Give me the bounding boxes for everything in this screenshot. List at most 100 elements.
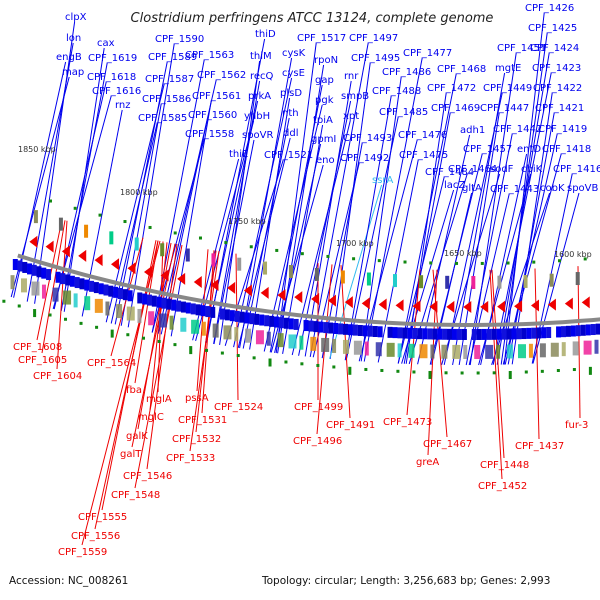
forward-gene (506, 328, 512, 340)
gene-label: CPF_1496 (293, 436, 342, 447)
gene-label: CPF_1442 (493, 124, 542, 135)
connector-line (503, 12, 545, 365)
feature-block (572, 341, 579, 356)
forward-gene (122, 289, 128, 301)
forward-gene (496, 328, 502, 340)
gene-label: CPF_1604 (33, 371, 82, 382)
marker (377, 259, 381, 263)
feature-block (10, 275, 15, 290)
forward-gene (12, 258, 18, 270)
forward-gene (55, 271, 61, 283)
marker (126, 333, 130, 337)
gene-label: CPF_1426 (525, 3, 574, 14)
position-ticks: 1850 kbp 1800 kbp 1750 kbp 1700 kbp 1650 kbp… (18, 145, 592, 259)
forward-gene (293, 318, 299, 330)
marker (300, 362, 304, 366)
gene-label: cax (97, 38, 115, 49)
reverse-gene (227, 281, 236, 294)
reverse-feature-block (109, 231, 114, 245)
marker (220, 351, 224, 355)
gene-label: CPF_1437 (515, 441, 564, 452)
forward-gene (417, 328, 423, 340)
marker (98, 213, 102, 217)
gene-label: adh1 (460, 125, 485, 136)
feature-block (41, 284, 46, 299)
gene-label: tpiA (313, 115, 333, 126)
connector-line (511, 92, 553, 365)
marker (460, 371, 464, 375)
forward-gene (556, 326, 562, 338)
gene-label: CPF_1451 (497, 43, 546, 54)
gene-label: CPF_1561 (192, 91, 241, 102)
connector-line (34, 21, 76, 304)
feature-block (321, 337, 330, 352)
gene-label: CPF_1457 (463, 144, 512, 155)
marker (268, 358, 272, 367)
reverse-gene (581, 296, 590, 309)
tick-label: 1650 kbp (444, 249, 482, 258)
forward-gene (377, 326, 383, 338)
forward-gene (481, 328, 487, 340)
reverse-gene (144, 265, 153, 278)
reverse-gene (463, 300, 472, 313)
gene-label: greA (416, 457, 439, 468)
marker (73, 206, 77, 210)
gene-label: CPF_1449 (483, 83, 532, 94)
connector-line (127, 43, 175, 328)
gene-label: CPF_1443 (490, 184, 539, 195)
forward-gene (264, 315, 270, 327)
forward-gene (156, 296, 162, 308)
marker (429, 261, 433, 265)
forward-gene (69, 275, 75, 287)
marker (17, 304, 21, 308)
reverse-feature-block (160, 243, 165, 257)
connector-line (443, 92, 503, 365)
marker (332, 365, 336, 369)
feature-block (332, 338, 337, 353)
marker (492, 371, 496, 375)
forward-gene (249, 313, 255, 325)
connector-line (329, 62, 371, 359)
gene-label: mgtE (495, 63, 521, 74)
reverse-feature-block (33, 210, 38, 224)
gene-label: CPF_1464 (448, 164, 497, 175)
tick-label: 1750 kbp (228, 217, 266, 226)
feature-block (430, 344, 435, 359)
connector-line (298, 100, 352, 356)
forward-gene (367, 325, 373, 337)
connector-line (496, 52, 550, 365)
forward-gene (151, 295, 157, 307)
gene-label: yhbH (244, 111, 270, 122)
gene-label: thiE (229, 149, 248, 160)
reverse-gene (514, 300, 523, 313)
marker (198, 236, 202, 240)
feature-block (84, 296, 91, 311)
connector-line (577, 266, 581, 419)
feature-block (105, 301, 110, 316)
marker (556, 369, 560, 373)
gene-label: CPF_1586 (142, 94, 191, 105)
gene-label: CPF_1485 (379, 107, 428, 118)
marker (480, 261, 484, 265)
genome-summary-text: Topology: circular; Length: 3,256,683 bp… (262, 575, 551, 587)
gene-label: cysE (282, 68, 305, 79)
connector-line (377, 159, 419, 363)
gene-label: CPF_1587 (145, 74, 194, 85)
reverse-gene (327, 294, 336, 307)
forward-gene (516, 328, 522, 340)
reverse-gene (361, 297, 370, 310)
feature-block (137, 308, 142, 323)
feature-block (375, 342, 382, 357)
gene-label: entD (517, 144, 541, 155)
forward-gene (41, 267, 47, 279)
connector-line (239, 57, 293, 349)
reverse-feature-block (288, 264, 293, 278)
forward-gene (501, 328, 507, 340)
forward-gene (595, 323, 600, 335)
feature-block (52, 287, 59, 302)
forward-gene (461, 328, 467, 340)
gene-label: lon (66, 33, 81, 44)
marker (352, 257, 356, 261)
forward-gene (303, 320, 309, 332)
gene-label: CPF_1477 (403, 48, 452, 59)
